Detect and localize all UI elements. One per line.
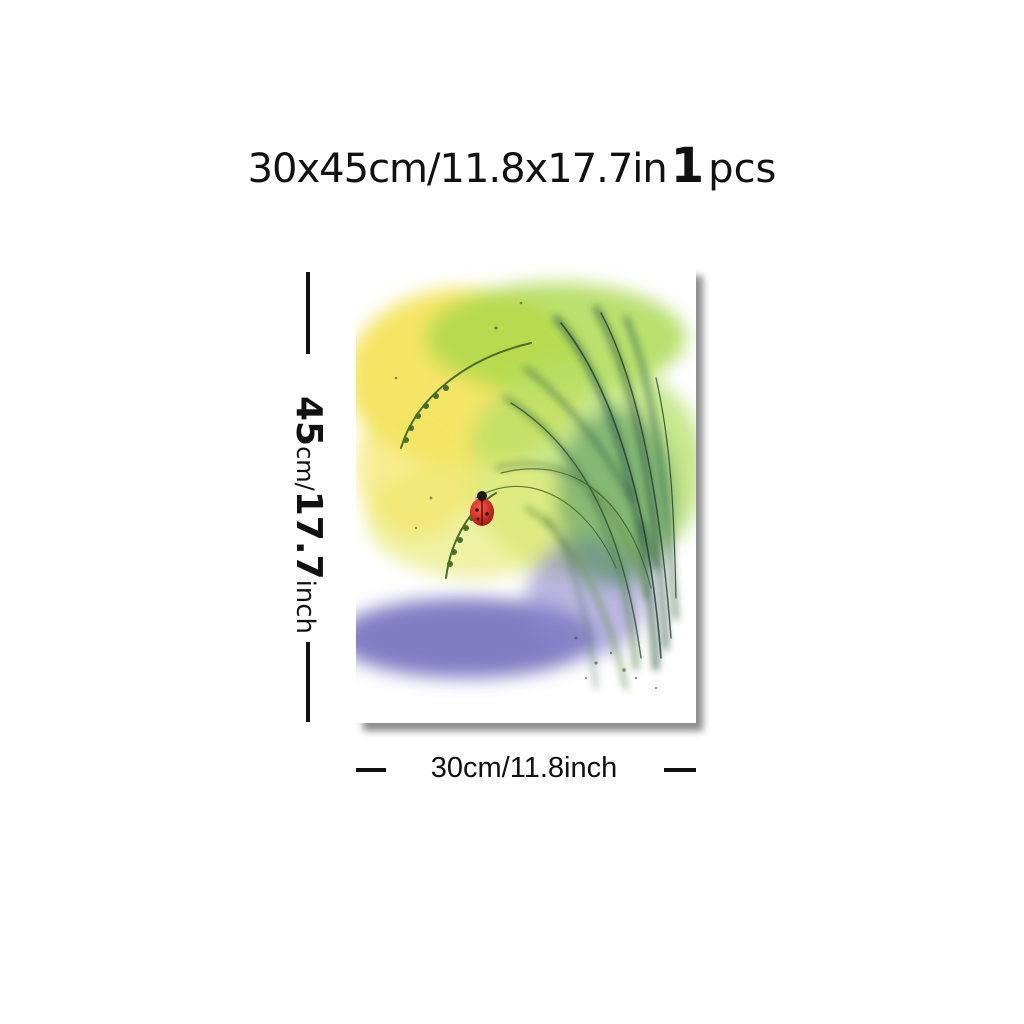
height-number: 45 [288, 395, 329, 447]
quantity-number: 1 [670, 138, 705, 194]
height-inch-number: 17.7 [288, 490, 329, 580]
size-text: 30x45cm/11.8x17.7in [247, 146, 668, 192]
artwork-canvas [356, 268, 696, 723]
height-dimension-label: 45 cm/ 17.7 inch [288, 396, 329, 634]
height-dimension-line-top [306, 272, 310, 354]
height-unit: cm/ [291, 446, 319, 491]
ladybug-icon [470, 491, 494, 526]
product-size-title: 30x45cm/11.8x17.7in1 pcs [0, 138, 1024, 194]
width-dimension-line-left [356, 768, 386, 772]
quantity-unit: pcs [708, 146, 777, 192]
width-dimension-label: 30cm/11.8inch [430, 752, 618, 784]
height-dimension-line-bottom [306, 642, 310, 722]
width-dimension-line-right [664, 768, 696, 772]
height-inch-unit: inch [290, 579, 320, 635]
watercolor-painting [356, 268, 696, 723]
